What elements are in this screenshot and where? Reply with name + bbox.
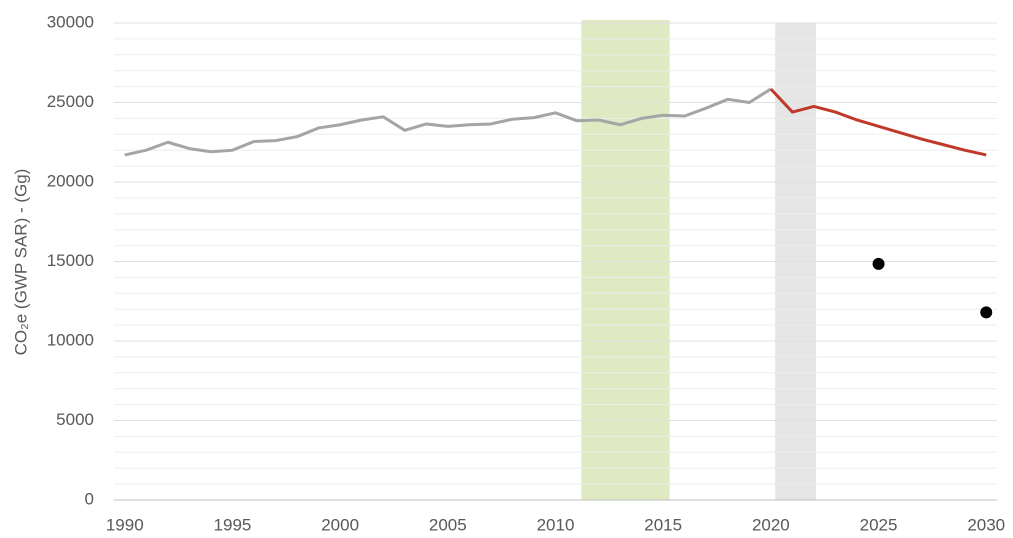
x-tick-label: 2010 <box>537 515 575 534</box>
x-tick-label: 2020 <box>752 515 790 534</box>
x-tick-label: 2005 <box>429 515 467 534</box>
y-tick-label: 0 <box>85 489 94 508</box>
x-tick-label: 1990 <box>106 515 144 534</box>
target-point <box>980 306 993 319</box>
y-tick-label: 25000 <box>47 92 94 111</box>
y-tick-label: 10000 <box>47 330 94 349</box>
target-point <box>872 257 885 270</box>
x-tick-label: 1995 <box>214 515 252 534</box>
y-axis-label: CO₂e (GWP SAR) - (Gg) <box>11 169 30 356</box>
y-tick-label: 5000 <box>56 410 94 429</box>
series-line <box>769 87 987 157</box>
x-tick-label: 2000 <box>321 515 359 534</box>
y-tick-label: 20000 <box>47 171 94 190</box>
shaded-range <box>581 20 670 500</box>
x-tick-label: 2015 <box>644 515 682 534</box>
x-tick-label: 2030 <box>967 515 1005 534</box>
y-tick-label: 15000 <box>47 251 94 270</box>
x-tick-label: 2025 <box>860 515 898 534</box>
y-tick-label: 30000 <box>47 12 94 31</box>
series-line <box>124 87 772 157</box>
